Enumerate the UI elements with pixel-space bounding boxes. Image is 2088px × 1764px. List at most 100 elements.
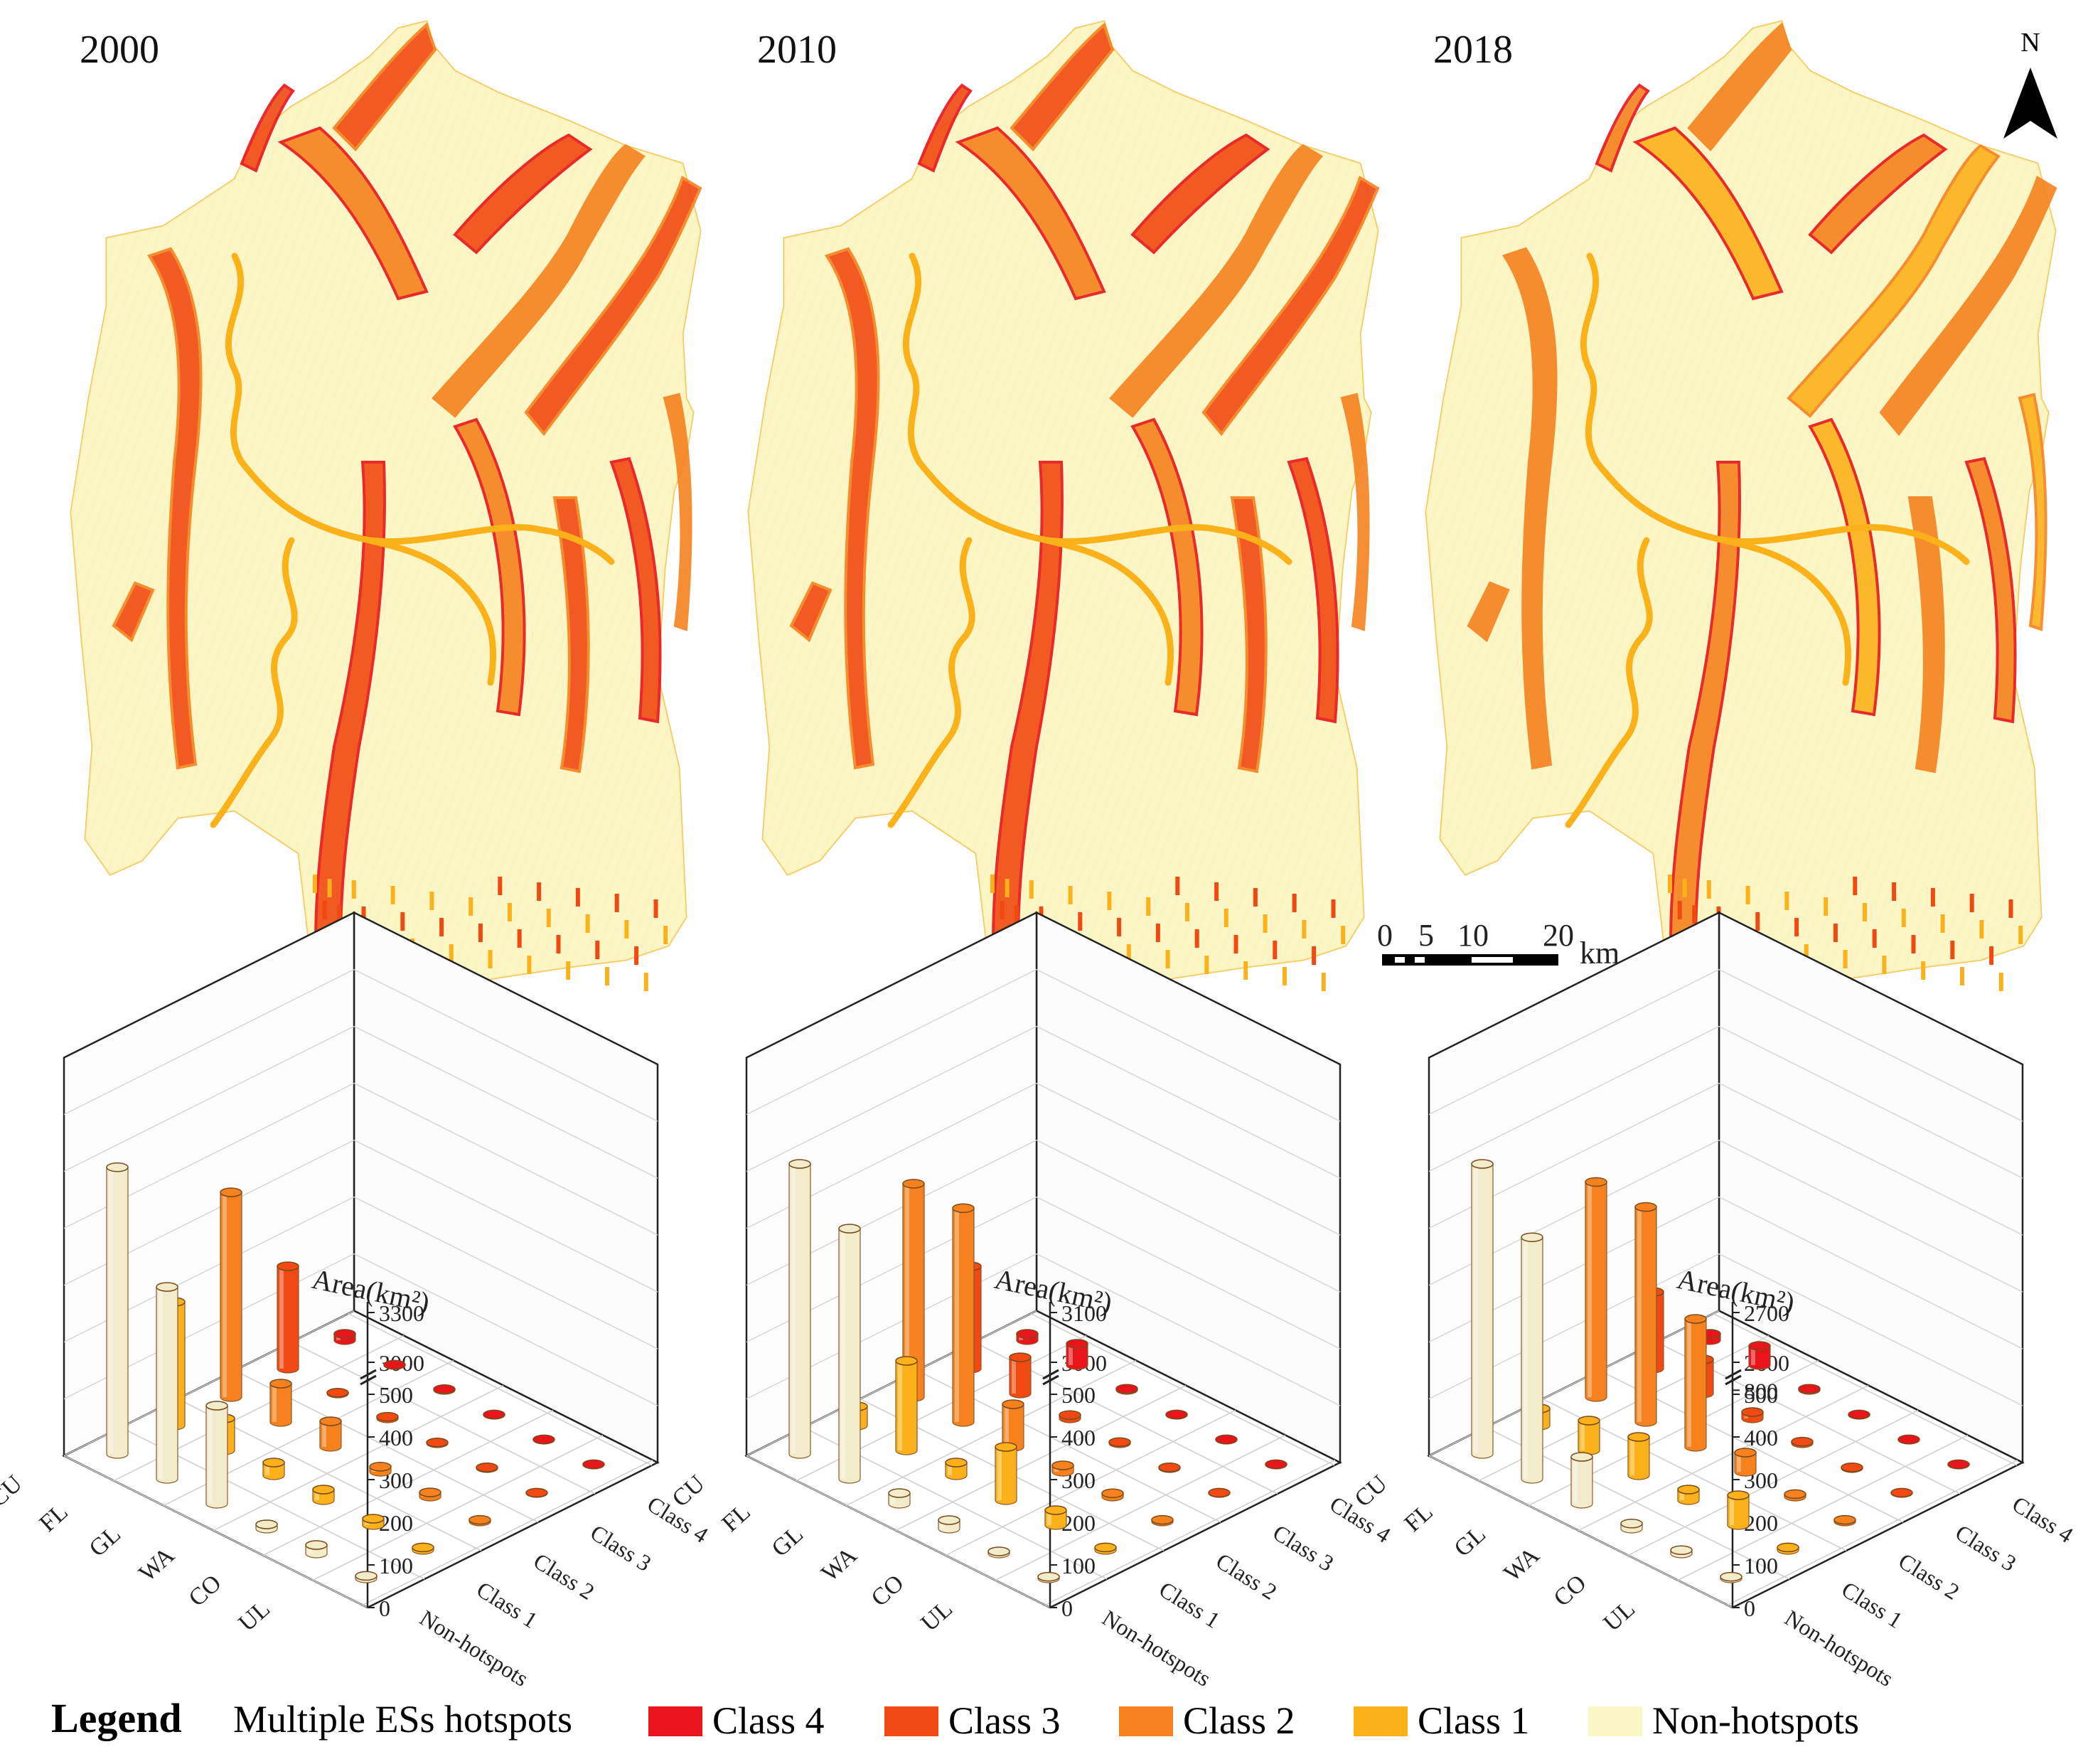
hotspot-ridge-band xyxy=(1130,417,1204,717)
hotspot-speckle xyxy=(1872,929,1877,948)
hotspot-speckle xyxy=(1833,924,1838,942)
hotspot-speckle xyxy=(429,892,434,910)
bar-CU-non-hotspots xyxy=(106,1162,129,1459)
bar-FL-class-4 xyxy=(1066,1339,1088,1370)
hotspot-speckle xyxy=(1745,886,1750,904)
bar-CO-non-hotspots xyxy=(1670,1545,1693,1559)
hotspot-speckle xyxy=(1165,950,1170,968)
z-axis-tick-label: 100 xyxy=(1061,1553,1096,1578)
bar-CO-class-3 xyxy=(1158,1463,1181,1473)
bar-cap xyxy=(1620,1519,1643,1529)
bar-FL-class-3 xyxy=(326,1388,349,1399)
scale-tick-5: 5 xyxy=(1418,918,1434,953)
class-label: Class 3 xyxy=(1951,1519,2020,1576)
wall-grid-line xyxy=(63,1025,355,1172)
bar-UL-class-4 xyxy=(582,1459,605,1470)
bar-GL-class-4 xyxy=(1798,1384,1821,1395)
hotspot-speckle xyxy=(1146,897,1151,916)
bar-WA-class-4 xyxy=(483,1409,505,1420)
bar-cap xyxy=(1748,1341,1771,1351)
bar-highlight xyxy=(1588,1182,1592,1397)
bar-FL-class-2 xyxy=(952,1203,975,1427)
hotspot-speckle xyxy=(1998,973,2003,991)
bar-cap xyxy=(1791,1436,1814,1447)
hotspot-speckle xyxy=(1263,914,1268,933)
bar-cap xyxy=(952,1203,975,1213)
hotspot-speckle xyxy=(1843,950,1848,968)
hotspot-speckle xyxy=(1706,880,1711,899)
hotspot-ridge-band xyxy=(432,144,646,418)
bar-UL-class-2 xyxy=(469,1514,491,1527)
hotspot-speckle xyxy=(1078,912,1083,931)
z-axis-tick-label: 200 xyxy=(1744,1510,1778,1536)
legend-swatch xyxy=(1588,1706,1642,1736)
bar-WA-class-4 xyxy=(1165,1409,1188,1420)
land-type-label: WA xyxy=(134,1542,180,1587)
land-type-label: CU xyxy=(0,1470,27,1512)
z-axis-tick-label: 400 xyxy=(379,1425,413,1450)
hotspot-speckle xyxy=(634,946,639,965)
bar-cap xyxy=(156,1282,178,1292)
class-label: Class 2 xyxy=(1894,1548,1964,1605)
hotspot-ridge-band xyxy=(824,247,880,770)
land-type-label: GL xyxy=(767,1521,808,1562)
bar-cap xyxy=(1108,1437,1131,1447)
bar-highlight xyxy=(1069,1344,1073,1365)
study-area-map xyxy=(1425,20,2057,1000)
land-type-label: FL xyxy=(1400,1499,1438,1537)
hotspot-speckle xyxy=(2018,926,2023,944)
hotspot-ridge-band xyxy=(1907,496,1945,774)
wall-grid-line xyxy=(1036,1082,1341,1236)
axis-break-icon xyxy=(1042,1369,1059,1386)
bar-UL-class-1 xyxy=(412,1542,434,1555)
hotspot-speckle xyxy=(1950,941,1955,959)
study-area-map xyxy=(70,20,702,1000)
hotspot-ridge-band xyxy=(1287,456,1339,724)
class-label: Class 1 xyxy=(472,1576,542,1633)
river-hotspot-line xyxy=(366,537,497,686)
floor-grid-line xyxy=(1627,1409,1919,1556)
bar-FL-class-3 xyxy=(1009,1352,1032,1399)
class-label: Class 2 xyxy=(1211,1548,1281,1605)
hotspot-speckle xyxy=(1107,892,1112,910)
hotspot-speckle xyxy=(1677,901,1682,919)
bar-cap xyxy=(1002,1399,1024,1409)
hotspot-speckle xyxy=(537,882,542,901)
hotspot-speckle xyxy=(1292,894,1297,912)
floor-grid-line xyxy=(213,1384,504,1532)
hotspot-ridge-band xyxy=(1501,247,1558,770)
hotspot-speckle xyxy=(322,901,327,919)
bar-cap xyxy=(1471,1159,1494,1169)
bar-cap xyxy=(1784,1489,1806,1500)
wall-grid-line xyxy=(353,1025,658,1179)
hotspot-speckle xyxy=(624,920,629,939)
hotspot-speckle xyxy=(1312,946,1317,965)
bar-cap xyxy=(269,1379,292,1389)
bar-FL-non-hotspots xyxy=(838,1224,861,1484)
land-type-label: WA xyxy=(817,1542,862,1587)
bar-UL-class-4 xyxy=(1265,1459,1287,1470)
hotspot-speckle xyxy=(498,877,503,895)
wall-grid-line xyxy=(1428,1025,1720,1172)
bar-UL-non-hotspots xyxy=(1720,1571,1742,1583)
z-axis-tick-label: 200 xyxy=(379,1510,413,1536)
bar-cap xyxy=(476,1463,498,1472)
bar-cap xyxy=(1215,1434,1238,1445)
bar-cap xyxy=(355,1571,378,1581)
bar-GL-non-hotspots xyxy=(205,1401,228,1509)
floor-grid-line xyxy=(1677,1434,1969,1581)
hotspot-speckle xyxy=(1863,903,1867,921)
bar-cap xyxy=(838,1224,861,1234)
hotspot-speckle xyxy=(517,929,522,948)
hotspot-speckle xyxy=(595,941,600,959)
bar-cap xyxy=(1670,1545,1693,1555)
bar-WA-non-hotspots xyxy=(1620,1519,1643,1534)
bar-cap xyxy=(469,1514,491,1525)
bar-cap xyxy=(582,1459,605,1470)
bar-cap xyxy=(1059,1410,1081,1420)
chart-row: 010020030040050030003300Area(km²)CUFLGLW… xyxy=(0,911,2078,1691)
bar-GL-class-2 xyxy=(1002,1399,1024,1452)
hotspot-ridge-band xyxy=(1787,144,2001,418)
bar-CO-class-2 xyxy=(1101,1488,1124,1502)
hotspot-ridge-band xyxy=(1964,456,2017,724)
